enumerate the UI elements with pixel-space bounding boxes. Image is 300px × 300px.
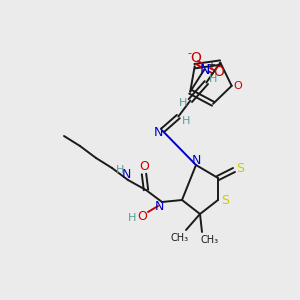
Text: O: O bbox=[213, 64, 224, 79]
Text: N: N bbox=[154, 200, 164, 214]
Text: O: O bbox=[137, 209, 147, 223]
Text: S: S bbox=[221, 194, 229, 206]
Text: S: S bbox=[236, 163, 244, 176]
Text: -: - bbox=[187, 48, 191, 58]
Text: CH₃: CH₃ bbox=[171, 233, 189, 243]
Text: N: N bbox=[200, 63, 210, 76]
Text: N: N bbox=[121, 169, 131, 182]
Text: H: H bbox=[182, 116, 190, 126]
Text: O: O bbox=[190, 51, 201, 64]
Text: O: O bbox=[233, 81, 242, 91]
Text: N: N bbox=[154, 126, 163, 139]
Text: H: H bbox=[209, 74, 218, 84]
Text: H: H bbox=[179, 98, 188, 108]
Text: +: + bbox=[207, 60, 215, 70]
Text: H: H bbox=[116, 165, 124, 175]
Text: O: O bbox=[139, 160, 149, 173]
Text: N: N bbox=[191, 154, 201, 166]
Text: H: H bbox=[128, 213, 136, 223]
Text: CH₃: CH₃ bbox=[201, 235, 219, 245]
